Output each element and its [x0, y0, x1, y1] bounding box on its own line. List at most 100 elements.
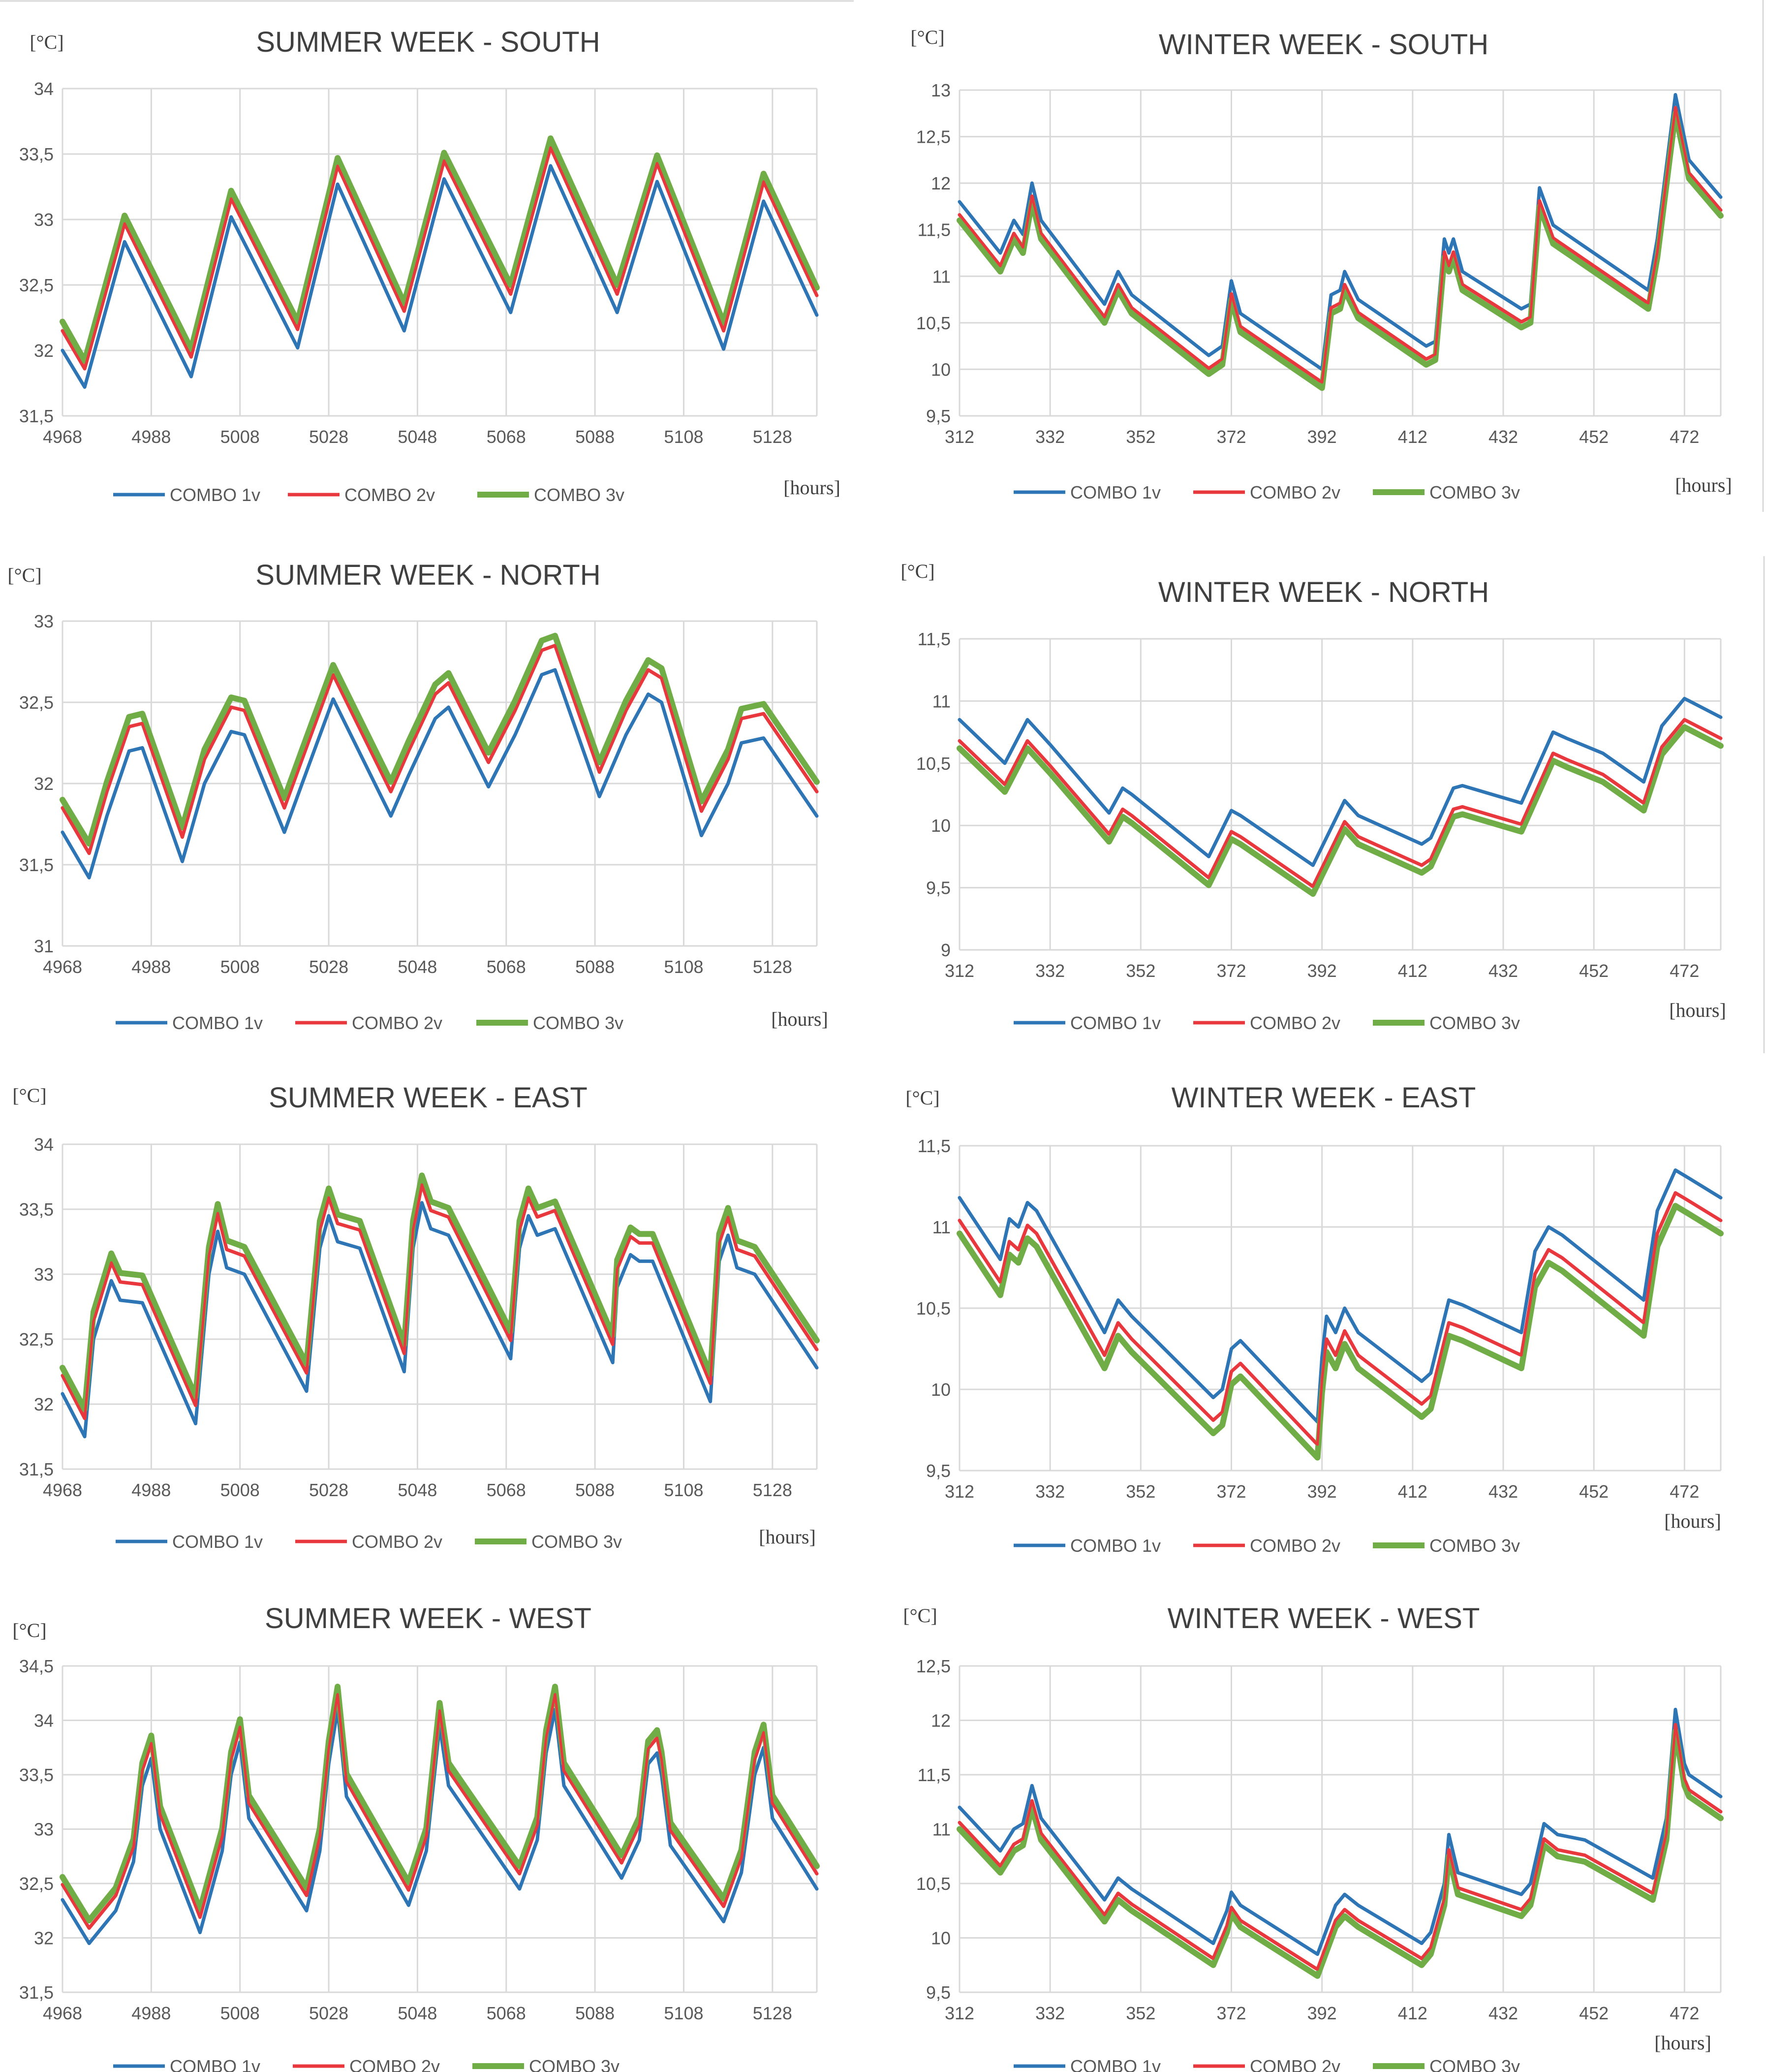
legend-label-combo-3v: COMBO 3v [534, 485, 624, 505]
series-line-combo-2v-overlay [61, 1183, 818, 1420]
chart-summer-week-east: 31,5 32 32,5 33 33,5 34 4968 4988 5008 5028 5048 50… [12, 1082, 820, 1552]
x-tick-label: 412 [1398, 427, 1427, 447]
y-tick-label: 32,5 [19, 1874, 54, 1894]
x-tick-label: 452 [1579, 961, 1609, 981]
series-line-combo-1v [61, 668, 819, 879]
series-line-combo-1v [958, 1707, 1723, 1956]
x-tick-label: 372 [1216, 961, 1246, 981]
series-line-combo-2v-overlay [958, 1192, 1722, 1446]
x-tick-label: 472 [1670, 427, 1699, 447]
x-tick-label: 452 [1579, 2003, 1609, 2023]
y-tick-label: 32,5 [19, 1329, 54, 1350]
series-line-combo-1v [958, 93, 1723, 371]
y-tick-label: 11 [932, 1820, 951, 1840]
x-tick-label: 4988 [131, 1480, 171, 1500]
series-line-combo-2v-overlay [61, 146, 818, 370]
y-tick-label: 11 [932, 1217, 951, 1237]
series-line-combo-2v-overlay [959, 718, 1722, 888]
legend: COMBO 1v COMBO 2v COMBO 3v [1014, 2056, 1520, 2072]
legend-label-combo-2v: COMBO 2v [352, 1013, 442, 1033]
x-tick-label: 432 [1488, 1481, 1518, 1502]
y-axis-unit: [°C] [910, 26, 944, 48]
chart-title: SUMMER WEEK - WEST [265, 1602, 591, 1634]
y-tick-label: 12,5 [916, 1656, 951, 1676]
y-tick-label: 32 [34, 341, 54, 361]
y-tick-label: 10 [931, 816, 951, 836]
chart-title: SUMMER WEEK - NORTH [255, 559, 600, 591]
legend: COMBO 1v COMBO 2v COMBO 3v [113, 485, 624, 505]
y-axis-unit: [°C] [900, 560, 934, 582]
y-tick-label: 31,5 [19, 1982, 54, 2003]
series-line-combo-3v [957, 724, 1724, 897]
series-line-combo-2v [61, 644, 819, 855]
chart-winter-week-east: 9,5 10 10,5 11 11,5 312 332 352 372 392 412 432 452 4… [905, 1082, 1724, 1556]
x-tick-label: 5048 [398, 427, 437, 447]
series-line-combo-3v [957, 110, 1724, 391]
y-tick-label: 34 [34, 79, 54, 99]
y-tick-label: 34 [34, 1711, 54, 1731]
x-tick-label: 5028 [309, 957, 348, 977]
x-tick-label: 5048 [398, 1480, 437, 1500]
x-tick-label: 372 [1216, 2003, 1246, 2023]
series-line-combo-2v-overlay [959, 1723, 1722, 1971]
y-tick-label: 10,5 [916, 1298, 951, 1319]
x-tick-label: 392 [1307, 2003, 1337, 2023]
y-tick-label: 12,5 [916, 127, 951, 147]
x-tick-label: 5128 [753, 2003, 792, 2023]
y-tick-label: 31,5 [19, 855, 54, 875]
x-tick-label: 5008 [220, 957, 260, 977]
x-tick-label: 412 [1398, 1481, 1427, 1502]
legend-label-combo-1v: COMBO 1v [170, 485, 260, 505]
x-axis-unit: [hours] [783, 476, 840, 499]
y-tick-label: 34 [34, 1134, 54, 1155]
y-tick-label: 33,5 [19, 1199, 54, 1220]
y-tick-label: 9,5 [926, 1461, 951, 1481]
x-tick-label: 312 [945, 1481, 974, 1502]
y-axis-unit: [°C] [12, 1619, 46, 1641]
legend-label-combo-1v: COMBO 1v [172, 1013, 263, 1033]
x-tick-label: 5008 [220, 427, 260, 447]
x-tick-label: 5108 [664, 427, 703, 447]
chart-title: SUMMER WEEK - EAST [269, 1082, 588, 1114]
legend-label-combo-1v: COMBO 1v [1070, 1536, 1161, 1556]
legend: COMBO 1v COMBO 2v COMBO 3v [116, 1013, 623, 1033]
x-tick-label: 4968 [43, 427, 82, 447]
legend-label-combo-1v: COMBO 1v [1070, 482, 1161, 502]
y-tick-label: 11,5 [918, 629, 951, 649]
legend-label-combo-2v: COMBO 2v [1250, 1536, 1340, 1556]
x-tick-label: 352 [1126, 961, 1155, 981]
y-tick-label: 9,5 [926, 1982, 951, 2003]
x-axis-unit: [hours] [1664, 1510, 1721, 1532]
x-tick-label: 452 [1579, 427, 1609, 447]
x-tick-label: 432 [1488, 961, 1518, 981]
y-tick-label: 31,5 [19, 406, 54, 426]
series-line-combo-3v [60, 632, 820, 847]
legend: COMBO 1v COMBO 2v COMBO 3v [116, 1532, 622, 1552]
legend-label-combo-1v: COMBO 1v [170, 2056, 260, 2072]
x-tick-label: 4968 [43, 957, 82, 977]
y-tick-label: 9,5 [926, 406, 951, 426]
series-line-combo-1v [61, 1707, 819, 1946]
x-axis-unit: [hours] [759, 1526, 816, 1548]
y-tick-label: 11,5 [918, 220, 951, 240]
legend-label-combo-2v: COMBO 2v [1250, 482, 1340, 502]
legend-label-combo-2v: COMBO 2v [349, 2056, 440, 2072]
chart-winter-week-south: 9,5 10 10,5 11 11,5 12 12,5 13 312 332 352 372 392 41… [910, 26, 1732, 502]
y-tick-label: 33 [34, 1264, 54, 1285]
x-tick-label: 312 [945, 961, 974, 981]
x-tick-label: 352 [1126, 1481, 1155, 1502]
series-line-combo-2v-overlay [61, 1693, 818, 1930]
x-tick-label: 5028 [309, 1480, 348, 1500]
y-axis-unit: [°C] [12, 1084, 46, 1106]
chart-winter-week-north: 9 9,5 10 10,5 11 11,5 312 332 352 372 392 412 432 452… [900, 560, 1726, 1033]
y-axis-unit: [°C] [905, 1087, 939, 1109]
series-line-combo-2v-overlay [959, 106, 1722, 384]
series-line-combo-2v [958, 106, 1723, 384]
y-tick-label: 12 [931, 173, 951, 193]
x-tick-label: 4988 [131, 2003, 171, 2023]
legend-label-combo-1v: COMBO 1v [172, 1532, 263, 1552]
x-tick-label: 312 [945, 427, 974, 447]
x-axis-unit: [hours] [1675, 474, 1732, 496]
y-tick-label: 11 [932, 691, 951, 711]
legend-label-combo-1v: COMBO 1v [1070, 1013, 1161, 1033]
